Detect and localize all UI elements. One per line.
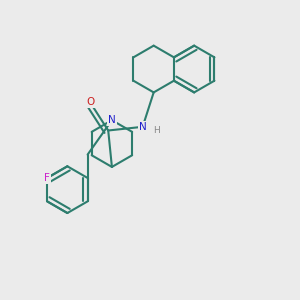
Text: F: F	[44, 173, 50, 183]
Text: N: N	[108, 115, 116, 125]
Text: H: H	[153, 126, 160, 135]
Text: N: N	[139, 122, 146, 132]
Text: O: O	[86, 97, 94, 107]
